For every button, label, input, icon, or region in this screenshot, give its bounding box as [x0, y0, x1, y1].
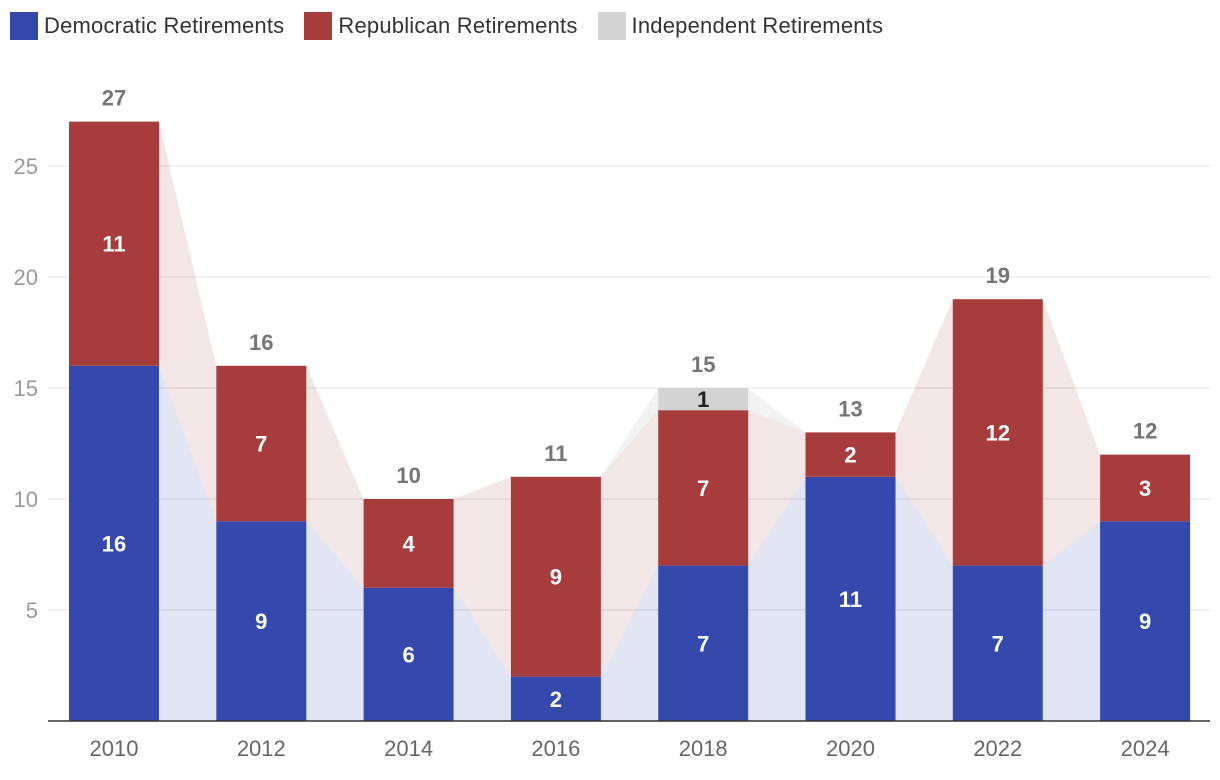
- connector-democratic-2016: [600, 565, 659, 721]
- legend-swatch-independent: [597, 12, 626, 40]
- legend-label-democratic: Democratic Retirements: [44, 13, 285, 38]
- connector-republican-2010: [159, 121, 217, 522]
- data-label-republican-2014: 4: [402, 531, 415, 556]
- data-label-republican-2016: 9: [550, 565, 562, 590]
- connector-republican-2014: [453, 476, 511, 677]
- connector-independent-2016: [600, 388, 659, 477]
- legend-label-republican: Republican Retirements: [338, 13, 578, 38]
- legend-item-democratic[interactable]: Democratic Retirements: [10, 12, 284, 40]
- bar-republican-2022: [952, 299, 1043, 566]
- data-label-democratic-2012: 9: [255, 609, 267, 634]
- bar-republican-2014: [363, 499, 454, 588]
- data-label-republican-2020: 2: [844, 443, 856, 468]
- connector-republican-2018: [748, 410, 806, 566]
- y-tick-label-15: 15: [14, 376, 38, 401]
- bar-democratic-2024: [1100, 521, 1191, 721]
- x-tick-label-2014: 2014: [384, 736, 433, 761]
- data-label-republican-2012: 7: [255, 432, 267, 457]
- total-label-2020: 13: [838, 396, 862, 421]
- bar-democratic-2012: [216, 521, 307, 721]
- y-tick-label-25: 25: [14, 154, 38, 179]
- total-label-2016: 11: [544, 441, 567, 466]
- total-label-2018: 15: [691, 352, 715, 377]
- x-tick-label-2020: 2020: [826, 736, 875, 761]
- bar-democratic-2016: [510, 676, 601, 721]
- x-tick-label-2024: 2024: [1121, 736, 1170, 761]
- data-label-republican-2024: 3: [1139, 476, 1151, 501]
- x-tick-label-2012: 2012: [237, 736, 286, 761]
- connector-democratic-2014: [453, 587, 511, 721]
- connector-democratic-2020: [895, 476, 953, 721]
- data-label-independent-2018: 1: [697, 387, 709, 412]
- bar-democratic-2014: [363, 587, 454, 721]
- legend: Democratic Retirements Republican Retire…: [10, 10, 903, 42]
- total-label-2010: 27: [102, 86, 126, 111]
- x-tick-label-2016: 2016: [531, 736, 580, 761]
- bar-republican-2024: [1100, 454, 1191, 522]
- bar-independent-2018: [658, 388, 749, 411]
- connector-independent-2018: [748, 388, 806, 433]
- data-label-democratic-2022: 7: [992, 631, 1004, 656]
- legend-label-independent: Independent Retirements: [631, 13, 884, 38]
- connector-democratic-2012: [306, 521, 364, 721]
- x-tick-label-2018: 2018: [679, 736, 728, 761]
- data-label-democratic-2018: 7: [697, 631, 709, 656]
- data-label-democratic-2020: 11: [839, 587, 862, 612]
- x-tick-label-2010: 2010: [90, 736, 139, 761]
- data-label-democratic-2024: 9: [1139, 609, 1151, 634]
- total-label-2022: 19: [986, 263, 1010, 288]
- bar-democratic-2018: [658, 565, 749, 721]
- data-label-democratic-2016: 2: [550, 687, 562, 712]
- connector-republican-2020: [895, 299, 953, 566]
- data-label-democratic-2010: 16: [102, 531, 126, 556]
- total-label-2014: 10: [396, 463, 420, 488]
- connector-republican-2016: [600, 410, 659, 677]
- x-tick-label-2022: 2022: [973, 736, 1022, 761]
- bar-democratic-2020: [805, 476, 896, 721]
- connector-democratic-2018: [748, 476, 806, 721]
- total-label-2012: 16: [249, 330, 273, 355]
- data-label-republican-2018: 7: [697, 476, 709, 501]
- legend-swatch-democratic: [10, 12, 38, 40]
- y-tick-label-20: 20: [14, 265, 38, 290]
- bar-democratic-2022: [952, 565, 1043, 721]
- legend-item-independent[interactable]: Independent Retirements: [597, 12, 884, 40]
- data-label-republican-2010: 11: [102, 232, 125, 257]
- connector-republican-2022: [1042, 299, 1101, 566]
- data-label-democratic-2014: 6: [402, 642, 414, 667]
- bar-republican-2020: [805, 432, 896, 477]
- bar-republican-2012: [216, 365, 307, 522]
- bar-republican-2010: [69, 121, 159, 366]
- connector-democratic-2010: [159, 365, 217, 721]
- y-tick-label-10: 10: [14, 487, 38, 512]
- bar-republican-2016: [510, 476, 601, 677]
- bar-republican-2018: [658, 410, 749, 566]
- legend-item-republican[interactable]: Republican Retirements: [304, 12, 577, 40]
- data-label-republican-2022: 12: [986, 420, 1010, 445]
- connector-democratic-2022: [1042, 521, 1101, 721]
- total-label-2024: 12: [1133, 419, 1157, 444]
- connector-republican-2012: [306, 365, 364, 588]
- y-tick-label-5: 5: [26, 598, 38, 623]
- legend-swatch-republican: [304, 12, 333, 40]
- bar-democratic-2010: [69, 365, 159, 721]
